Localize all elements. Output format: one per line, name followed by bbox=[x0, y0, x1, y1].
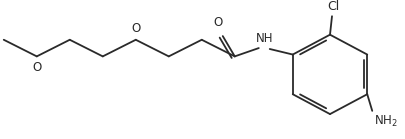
Text: NH$_2$: NH$_2$ bbox=[373, 114, 397, 129]
Text: O: O bbox=[32, 61, 41, 74]
Text: O: O bbox=[213, 16, 222, 29]
Text: NH: NH bbox=[256, 32, 273, 45]
Text: Cl: Cl bbox=[326, 0, 338, 13]
Text: O: O bbox=[131, 22, 140, 35]
